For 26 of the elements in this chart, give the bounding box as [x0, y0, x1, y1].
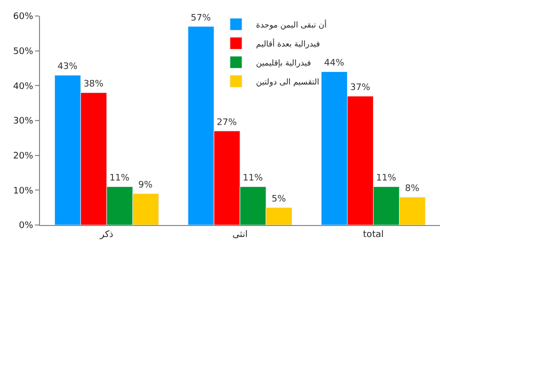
data-label: 9% [138, 180, 154, 191]
x-tick-label: انثى [232, 230, 248, 240]
y-tick-label: 50% [13, 46, 34, 57]
y-tick-label: 60% [13, 12, 34, 22]
data-label: 57% [190, 13, 212, 24]
data-label: 11% [242, 174, 264, 184]
data-label: 27% [216, 118, 238, 128]
legend-label: فيدرالية بإقليمين [256, 58, 312, 68]
y-tick-label: 30% [13, 116, 34, 127]
y-tick-label: 10% [13, 186, 34, 196]
legend-label: التقسيم الى دولتين [256, 77, 320, 86]
x-tick-label: ذكر [99, 230, 114, 240]
data-label: 5% [272, 194, 286, 205]
data-label: 37% [350, 83, 371, 94]
data-label: 11% [376, 174, 397, 184]
data-label: 44% [324, 58, 345, 69]
y-tick-label: 40% [13, 82, 34, 92]
y-tick-label: 0% [18, 221, 34, 232]
y-tick-label: 20% [13, 151, 34, 162]
data-label: 43% [57, 62, 78, 72]
x-tick-label: total [363, 230, 384, 240]
legend-label: أن تبقى اليمن موحدة [256, 19, 327, 30]
data-label: 8% [404, 184, 420, 194]
legend-label: فيدرالية بعدة أقاليم [256, 38, 320, 48]
data-label: 11% [109, 174, 130, 184]
data-label: 38% [83, 80, 104, 90]
